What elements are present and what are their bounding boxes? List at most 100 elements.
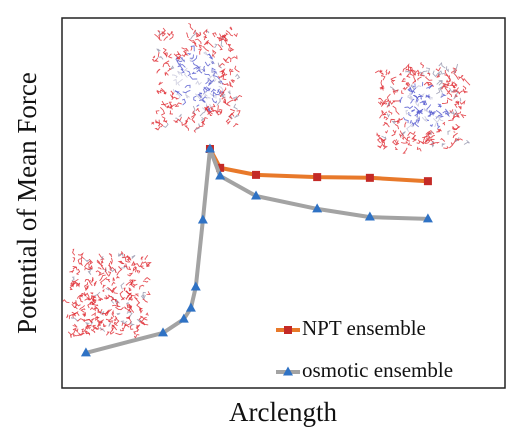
molecule-strand: [133, 266, 137, 273]
molecule-strand: [108, 262, 112, 268]
molecule-strand: [437, 128, 442, 132]
molecule-strand: [112, 304, 121, 307]
molecule-strand: [212, 91, 217, 98]
molecule-strand: [448, 142, 453, 149]
molecule-strand: [409, 90, 414, 95]
molecule-strand: [173, 78, 177, 86]
molecule-strand: [394, 146, 399, 150]
molecule-strand: [227, 84, 234, 88]
molecule-strand: [158, 55, 164, 60]
molecule-strand: [107, 294, 114, 300]
molecule-strand: [419, 140, 425, 144]
molecule-strand: [419, 72, 425, 77]
molecule-strand: [127, 272, 134, 277]
molecule-strand: [81, 292, 87, 298]
molecule-strand: [169, 65, 175, 71]
molecule-strand: [397, 119, 400, 125]
molecule-strand: [212, 72, 221, 80]
molecule-strand: [205, 36, 207, 39]
molecule-strand: [146, 291, 151, 295]
molecule-strand: [161, 102, 169, 106]
molecule-strand: [414, 119, 420, 128]
molecule-strand: [204, 61, 211, 67]
molecule-strand: [84, 292, 90, 301]
molecule-strand: [181, 47, 189, 52]
molecule-strand: [80, 258, 83, 266]
molecule-strand: [402, 147, 408, 154]
molecule-strand: [160, 31, 165, 35]
molecule-strand: [120, 282, 125, 290]
molecule-strand: [453, 90, 459, 100]
molecule-strand: [159, 89, 164, 94]
molecule-strand: [377, 137, 381, 144]
molecule-strand: [210, 88, 216, 93]
molecule-strand: [447, 74, 451, 81]
molecule-strand: [440, 93, 447, 98]
molecule-strand: [129, 325, 134, 330]
molecule-strand: [446, 91, 452, 97]
molecule-strand: [140, 322, 149, 326]
molecule-strand: [102, 323, 107, 328]
data-point: [80, 347, 91, 357]
molecule-strand: [162, 47, 168, 57]
molecule-strand: [429, 124, 433, 127]
molecule-strand: [71, 301, 77, 305]
molecule-strand: [420, 62, 425, 69]
molecule-strand: [111, 266, 117, 274]
molecule-strand: [444, 112, 450, 118]
molecule-strand: [169, 110, 174, 115]
molecule-strand: [181, 51, 187, 58]
molecule-strand: [136, 318, 142, 323]
molecule-strand: [113, 317, 118, 321]
molecule-strand: [177, 65, 184, 71]
molecule-strand: [445, 82, 450, 87]
molecule-strand: [449, 87, 457, 92]
molecule-strand: [380, 137, 384, 143]
molecule-strand: [210, 70, 218, 75]
molecule-strand: [228, 115, 232, 120]
molecule-strand: [394, 89, 399, 93]
molecule-strand: [91, 303, 99, 307]
molecule-strand: [398, 117, 404, 121]
molecule-strand: [196, 31, 202, 38]
molecule-strand: [189, 75, 198, 80]
molecule-strand: [194, 38, 202, 45]
molecule-strand: [188, 38, 197, 45]
molecule-strand: [111, 281, 116, 286]
molecule-strand: [219, 33, 227, 38]
molecule-strand: [155, 120, 161, 127]
molecule-strand: [201, 117, 208, 123]
molecule-strand: [77, 332, 85, 336]
molecule-strand: [229, 80, 232, 87]
molecule-strand: [211, 108, 217, 113]
molecule-strand: [229, 26, 233, 31]
molecule-strand: [380, 100, 387, 107]
molecule-strand: [172, 88, 176, 93]
molecule-strand: [177, 70, 183, 77]
molecule-strand: [167, 68, 172, 72]
molecule-strand: [92, 324, 96, 328]
molecule-strand: [215, 105, 219, 114]
molecule-strand: [95, 316, 99, 319]
molecule-strand: [78, 293, 84, 297]
molecule-strand: [211, 98, 217, 104]
molecule-strand: [154, 33, 162, 41]
legend-label: osmotic ensemble: [302, 358, 453, 382]
molecule-strand: [101, 256, 104, 260]
molecule-strand: [407, 87, 414, 92]
molecule-strand: [210, 103, 216, 110]
molecule-strand: [196, 104, 200, 107]
data-point: [252, 170, 261, 179]
molecule-strand: [74, 302, 78, 308]
molecule-strand: [382, 122, 386, 126]
molecule-strand: [440, 137, 446, 142]
molecule-strand: [416, 139, 421, 144]
molecule-strand: [142, 280, 149, 283]
molecule-strand: [422, 131, 432, 139]
molecule-strand: [460, 113, 467, 119]
molecule-strand: [221, 94, 225, 99]
molecule-strand: [176, 59, 183, 63]
molecule-strand: [193, 95, 197, 102]
molecule-strand: [125, 255, 129, 263]
molecule-strand: [71, 276, 75, 282]
